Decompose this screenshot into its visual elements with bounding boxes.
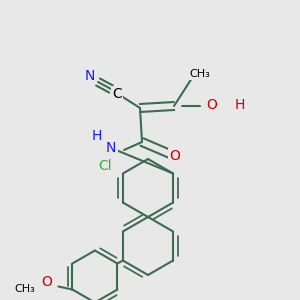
Text: CH₃: CH₃: [190, 69, 210, 79]
Text: O: O: [169, 149, 180, 163]
Text: C: C: [112, 87, 122, 101]
Text: O: O: [207, 98, 218, 112]
Text: N: N: [106, 141, 116, 155]
Text: Cl: Cl: [98, 158, 112, 172]
Text: H: H: [92, 129, 102, 143]
Text: N: N: [85, 69, 95, 83]
Text: CH₃: CH₃: [14, 284, 35, 293]
Text: O: O: [41, 275, 52, 290]
Text: H: H: [235, 98, 245, 112]
